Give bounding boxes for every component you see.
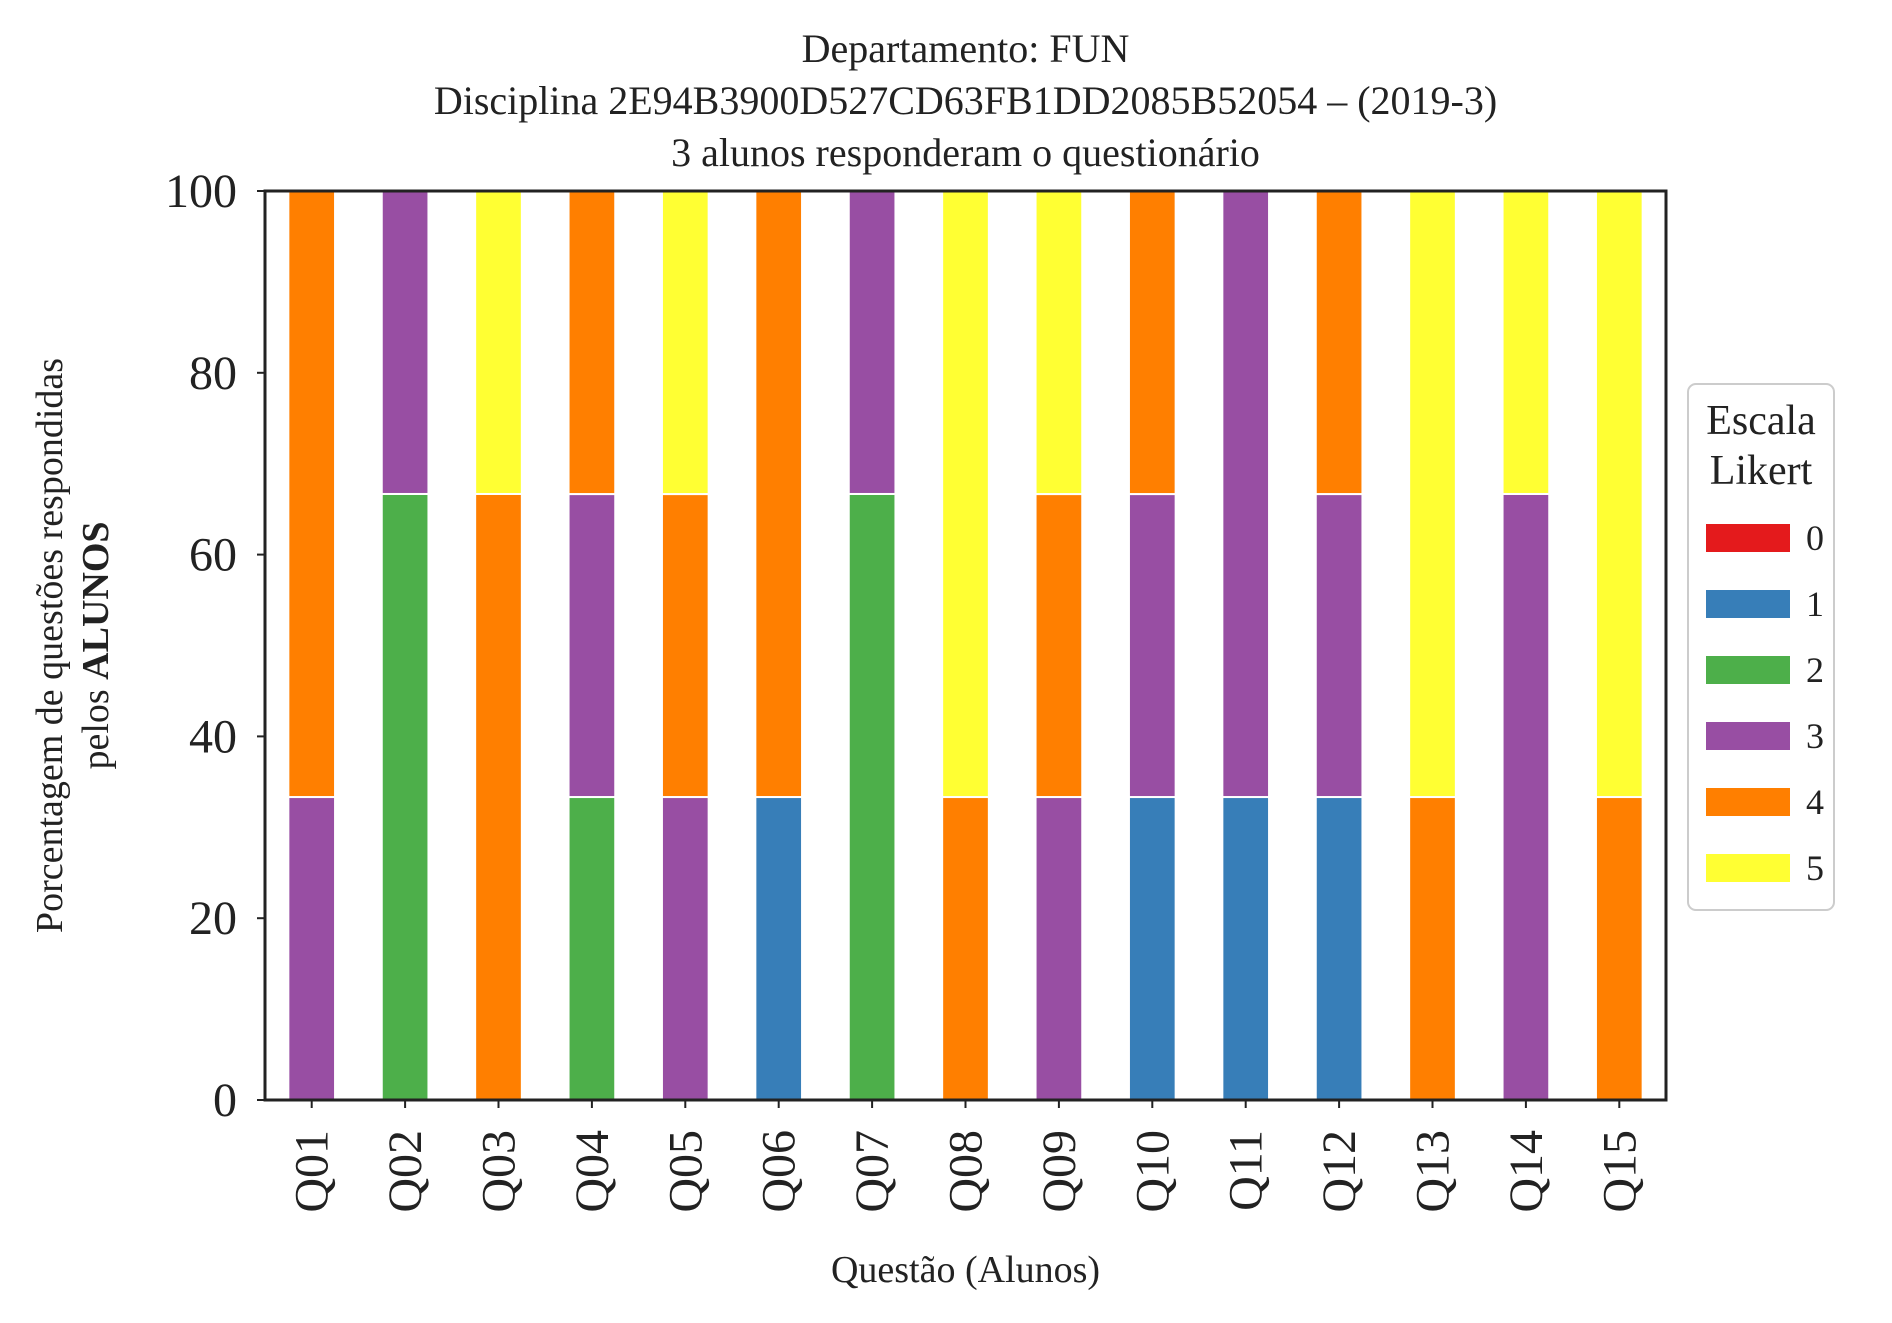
bar-segment-q12-level-3 — [1314, 493, 1364, 799]
x-tick-label: Q14 — [1500, 1130, 1553, 1213]
bar-segment-q06-level-4 — [754, 190, 804, 799]
bar-segment-q04-level-3 — [567, 493, 617, 799]
bar-segment-q05-level-4 — [660, 493, 710, 799]
legend-title: Escala — [1706, 398, 1816, 444]
x-tick-label: Q03 — [473, 1130, 526, 1213]
bar-segment-q01-level-4 — [287, 190, 337, 799]
bar-segment-q10-level-4 — [1127, 190, 1177, 496]
legend-label-4: 4 — [1806, 782, 1824, 822]
legend-label-5: 5 — [1806, 848, 1824, 888]
legend-swatch-3 — [1706, 722, 1790, 750]
bar-segment-q15-level-4 — [1594, 796, 1644, 1101]
bar-segment-q04-level-4 — [567, 190, 617, 496]
bar-segment-q09-level-4 — [1034, 493, 1084, 799]
bar-segment-q02-level-3 — [380, 190, 430, 495]
bar-segment-q09-level-5 — [1034, 190, 1084, 496]
y-axis-label-prefix: pelos — [75, 680, 117, 770]
bar-segment-q10-level-1 — [1127, 796, 1177, 1101]
y-tick-label: 40 — [189, 710, 237, 763]
legend-box — [1687, 383, 1835, 911]
x-tick-label: Q06 — [753, 1130, 806, 1213]
bar-segment-q14-level-3 — [1501, 492, 1551, 1101]
bar-segment-q07-level-3 — [847, 190, 897, 495]
bar-segment-q01-level-3 — [287, 796, 337, 1101]
bar-segment-q05-level-5 — [660, 190, 710, 496]
y-axis-label-bold: ALUNOS — [75, 521, 117, 679]
legend-label-1: 1 — [1806, 584, 1824, 624]
chart-title-line: Departamento: FUN — [802, 26, 1130, 71]
y-tick-label: 100 — [165, 165, 237, 218]
bar-segment-q08-level-5 — [941, 190, 990, 799]
bar-segment-q12-level-4 — [1314, 190, 1364, 496]
chart-title: Departamento: FUN Disciplina 2E94B3900D52… — [434, 26, 1497, 175]
y-tick-label: 80 — [189, 347, 237, 400]
legend-title: Likert — [1710, 448, 1813, 494]
y-tick-label: 20 — [189, 892, 237, 945]
x-tick-label: Q11 — [1220, 1130, 1273, 1211]
x-tick-label: Q08 — [940, 1130, 993, 1213]
bar-segment-q13-level-5 — [1408, 190, 1457, 799]
bar-segment-q10-level-3 — [1127, 493, 1177, 799]
bar-segment-q11-level-1 — [1221, 796, 1271, 1101]
x-tick-label: Q09 — [1033, 1130, 1086, 1213]
x-tick-label: Q10 — [1126, 1130, 1179, 1213]
y-axis-label: Porcentagem de questões respondidas pelo… — [29, 358, 117, 933]
bar-segment-q02-level-2 — [380, 492, 430, 1101]
y-tick-label: 0 — [213, 1074, 237, 1127]
bar-segment-q05-level-3 — [660, 796, 710, 1101]
bar-segment-q14-level-5 — [1501, 190, 1551, 495]
y-tick-label: 60 — [189, 529, 237, 582]
legend-label-3: 3 — [1806, 716, 1824, 756]
legend-swatch-5 — [1706, 854, 1790, 882]
bar-segment-q12-level-1 — [1314, 796, 1364, 1101]
bars — [287, 190, 1644, 1101]
legend-swatch-2 — [1706, 656, 1790, 684]
bar-segment-q11-level-3 — [1221, 190, 1271, 799]
y-axis-ticks: 0 20 40 60 80 100 — [165, 165, 265, 1127]
bar-segment-q08-level-4 — [941, 796, 990, 1101]
bar-segment-q15-level-5 — [1594, 190, 1644, 799]
bar-segment-q04-level-2 — [567, 796, 617, 1101]
x-tick-label: Q07 — [846, 1130, 899, 1213]
y-axis-label-line2: pelos ALUNOS — [75, 521, 117, 769]
legend-label-2: 2 — [1806, 650, 1824, 690]
x-axis-ticks: Q01 Q02 Q03 Q04 Q05 Q06 Q07 Q08 Q09 Q10 Q11 Q12 Q13 Q… — [286, 1100, 1646, 1213]
bar-segment-q06-level-1 — [754, 796, 804, 1101]
x-tick-label: Q15 — [1593, 1130, 1646, 1213]
bar-segment-q09-level-3 — [1034, 796, 1084, 1101]
x-tick-label: Q05 — [659, 1130, 712, 1213]
legend-swatch-1 — [1706, 590, 1790, 618]
chart-title-line: 3 alunos responderam o questionário — [671, 130, 1260, 175]
legend-swatch-4 — [1706, 788, 1790, 816]
x-tick-label: Q02 — [379, 1130, 432, 1213]
x-tick-label: Q04 — [566, 1130, 619, 1213]
x-tick-label: Q12 — [1313, 1130, 1366, 1213]
x-tick-label: Q13 — [1407, 1130, 1460, 1213]
x-axis-label: Questão (Alunos) — [831, 1249, 1100, 1291]
bar-segment-q13-level-4 — [1408, 796, 1457, 1101]
x-tick-label: Q01 — [286, 1130, 339, 1213]
legend-label-0: 0 — [1806, 518, 1824, 558]
legend-swatch-0 — [1706, 524, 1790, 552]
y-axis-label-line1: Porcentagem de questões respondidas — [29, 358, 71, 933]
bar-segment-q03-level-5 — [474, 190, 523, 495]
chart-title-line: Disciplina 2E94B3900D527CD63FB1DD2085B52… — [434, 78, 1497, 123]
bar-segment-q07-level-2 — [847, 492, 897, 1101]
bar-segment-q03-level-4 — [474, 492, 523, 1101]
